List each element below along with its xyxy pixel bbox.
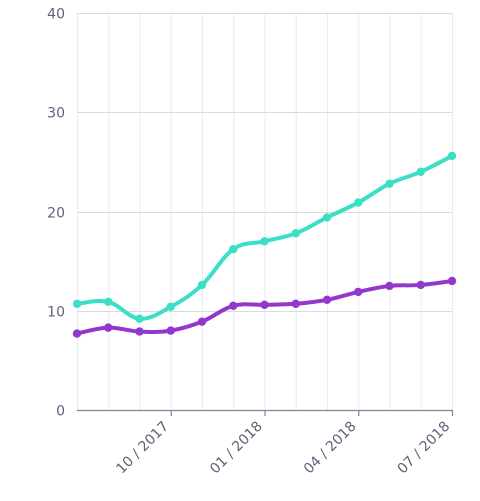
data-point[interactable]: [104, 323, 113, 332]
data-point[interactable]: [135, 327, 144, 336]
data-point[interactable]: [291, 299, 300, 309]
y-tick-label: 20: [47, 206, 65, 222]
y-tick-label: 0: [56, 404, 65, 420]
data-point[interactable]: [447, 276, 457, 286]
data-point[interactable]: [354, 198, 363, 207]
data-point[interactable]: [72, 299, 82, 309]
data-point[interactable]: [291, 229, 300, 238]
data-point[interactable]: [385, 179, 394, 188]
y-tick-label: 40: [47, 7, 65, 23]
grid: [77, 13, 453, 410]
data-point[interactable]: [416, 280, 425, 290]
x-tick-label: 01 / 2018: [207, 419, 266, 478]
data-point[interactable]: [166, 302, 175, 311]
data-point[interactable]: [197, 317, 207, 326]
x-tick-label: 04 / 2018: [301, 419, 360, 478]
x-tick-label: 07 / 2018: [395, 419, 454, 478]
data-point[interactable]: [354, 287, 363, 297]
data-point[interactable]: [229, 301, 238, 310]
y-tick-label: 10: [47, 305, 65, 321]
data-point[interactable]: [135, 314, 144, 323]
data-point[interactable]: [385, 281, 394, 291]
data-point[interactable]: [260, 300, 269, 309]
data-point[interactable]: [166, 326, 175, 335]
data-point[interactable]: [416, 167, 425, 176]
data-point[interactable]: [322, 295, 332, 305]
x-tick-label: 10 / 2017: [113, 419, 172, 478]
data-point[interactable]: [104, 297, 113, 307]
axes: [77, 409, 454, 416]
series-2: [72, 276, 457, 338]
data-point[interactable]: [197, 280, 207, 290]
series-group: [72, 151, 457, 338]
data-point[interactable]: [447, 151, 457, 161]
data-point[interactable]: [322, 213, 332, 222]
y-tick-label: 30: [47, 106, 65, 122]
data-point[interactable]: [260, 237, 269, 246]
data-point[interactable]: [72, 329, 82, 338]
data-point[interactable]: [229, 245, 238, 254]
series-1: [72, 151, 457, 323]
